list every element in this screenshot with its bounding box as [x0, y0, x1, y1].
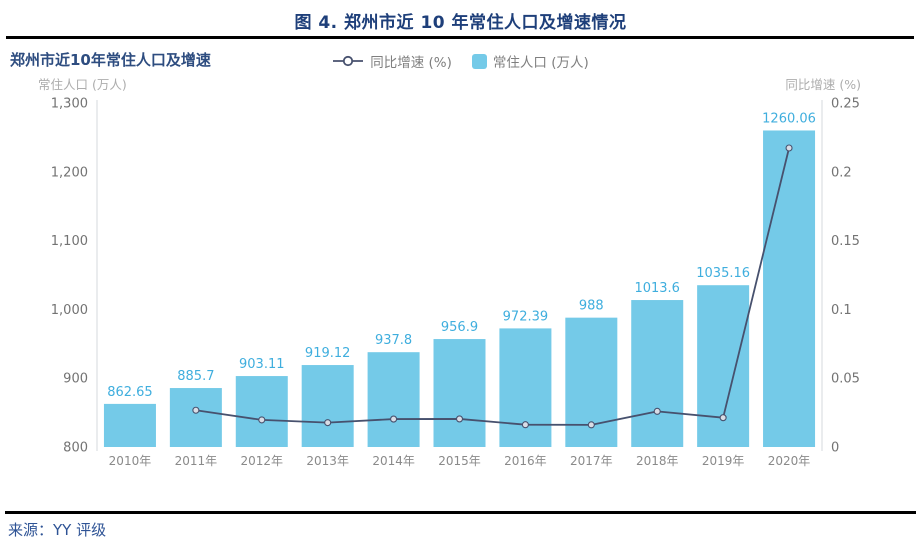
page-title: 图 4. 郑州市近 10 年常住人口及增速情况 [294, 13, 627, 33]
right-axis-tick-label: 0 [831, 441, 839, 456]
line-marker [258, 416, 266, 424]
line-marker [521, 421, 529, 429]
bar-value-label: 885.7 [177, 369, 214, 384]
bar-value-label: 937.8 [375, 333, 412, 348]
line-marker [324, 419, 332, 427]
right-axis-tick-label: 0.25 [831, 97, 860, 112]
x-tick-label: 2011年 [175, 454, 218, 468]
legend-label-population: 常住人口 (万人) [492, 55, 589, 71]
population-bar [631, 300, 684, 447]
legend-item-population-bar: 常住人口 (万人) [471, 51, 589, 71]
x-tick-label: 2014年 [372, 454, 415, 468]
chart-title: 郑州市近10年常住人口及增速 [10, 51, 211, 69]
left-axis-tick-label: 1,000 [51, 303, 88, 318]
x-tick-label: 2016年 [504, 454, 547, 468]
population-bar [235, 376, 288, 447]
x-tick-label: 2019年 [702, 454, 745, 468]
x-tick-label: 2010年 [109, 454, 152, 468]
x-tick-label: 2018年 [636, 454, 679, 468]
x-tick-label: 2013年 [306, 454, 349, 468]
right-axis-title: 同比增速 (%) [785, 77, 861, 92]
line-marker [455, 415, 464, 423]
right-axis-tick-label: 0.1 [831, 303, 852, 318]
bar-value-label: 1260.06 [762, 111, 816, 126]
population-bar [499, 328, 552, 447]
bar-value-label: 1013.6 [634, 281, 680, 296]
line-marker [390, 415, 398, 423]
left-axis-tick-label: 1,300 [51, 97, 88, 112]
x-tick-label: 2020年 [768, 454, 811, 468]
bottom-rule [5, 511, 916, 514]
bar-value-label: 903.11 [239, 357, 285, 372]
bar-value-label: 972.39 [503, 309, 549, 324]
source-text: 来源：YY 评级 [8, 521, 107, 539]
right-axis-tick-label: 0.15 [831, 234, 860, 249]
population-bar [697, 285, 750, 447]
legend: 同比增速 (%) 常住人口 (万人) [0, 51, 921, 71]
bar-value-label: 956.9 [441, 320, 478, 335]
bar-value-label: 988 [579, 299, 604, 314]
bar-value-label: 919.12 [305, 346, 351, 361]
x-tick-label: 2012年 [240, 454, 283, 468]
line-marker [587, 421, 595, 429]
chart-plot: 1,300 1,200 1,100 1,000 900 800 0.25 0.2 0.15 0.1… [51, 97, 860, 469]
line-marker [719, 414, 727, 422]
line-legend-marker-icon [333, 55, 364, 67]
left-axis-tick-label: 900 [63, 372, 88, 387]
population-bar [103, 403, 156, 447]
left-axis-tick-label: 800 [63, 441, 88, 456]
x-tick-label: 2015年 [438, 454, 481, 468]
population-bar [367, 352, 420, 447]
population-bar [169, 388, 222, 447]
line-marker [192, 406, 200, 414]
legend-item-growth-line: 同比增速 (%) [332, 51, 452, 71]
bar-value-label: 1035.16 [696, 266, 750, 281]
top-rule [6, 36, 914, 39]
x-tick-label: 2017年 [570, 454, 613, 468]
population-bar [433, 339, 486, 447]
legend-label-growth: 同比增速 (%) [370, 55, 452, 71]
right-axis-tick-label: 0.05 [831, 372, 860, 387]
line-marker [785, 144, 793, 152]
left-axis-tick-label: 1,100 [51, 234, 88, 249]
bar-value-label: 862.65 [107, 385, 153, 400]
growth-line [195, 147, 790, 426]
left-axis-tick-label: 1,200 [51, 165, 88, 180]
bar-legend-swatch-icon [471, 53, 487, 69]
population-bar [301, 365, 354, 447]
population-bar [763, 130, 816, 447]
left-axis-title: 常住人口 (万人) [38, 77, 127, 92]
line-marker [653, 407, 661, 415]
right-axis-tick-label: 0.2 [831, 165, 852, 180]
